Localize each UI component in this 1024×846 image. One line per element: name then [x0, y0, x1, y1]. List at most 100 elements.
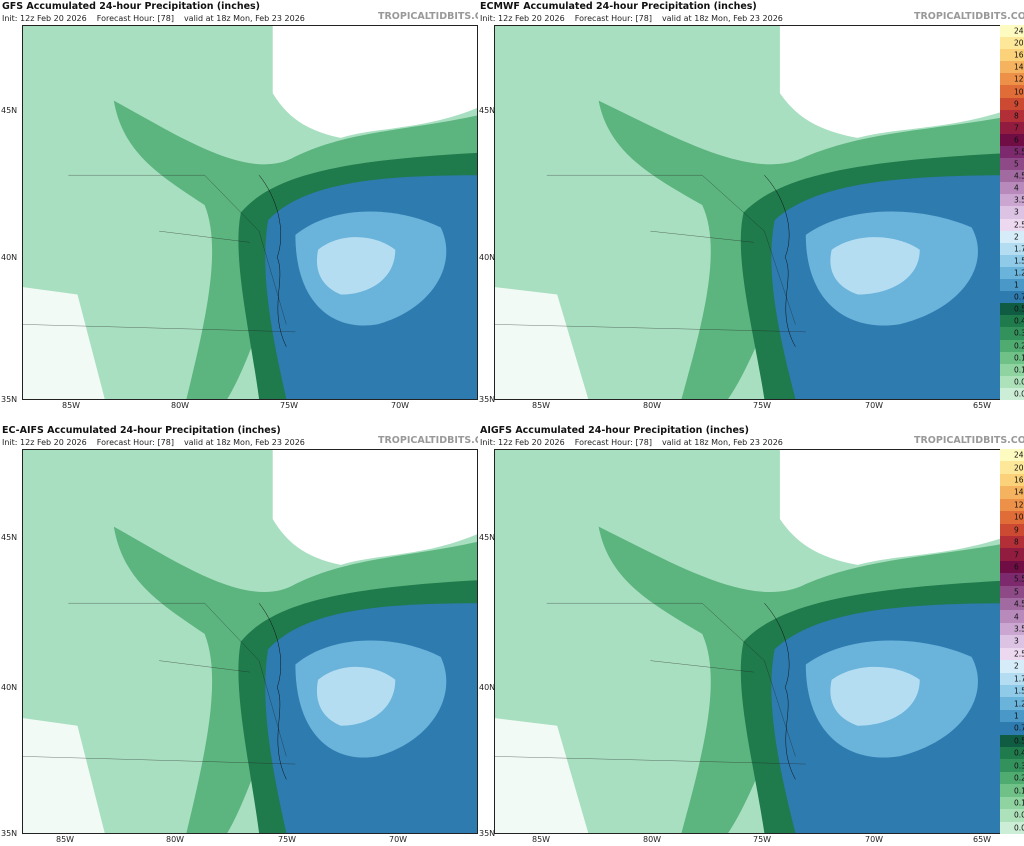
colorbar-label: 6	[1014, 562, 1019, 572]
init-time: Init: 12z Feb 20 2026	[480, 438, 565, 447]
lon-label: 65W	[973, 401, 992, 410]
colorbar-label: 14	[1014, 487, 1024, 497]
lon-label: 75W	[278, 835, 297, 844]
valid-time: valid at 18z Mon, Feb 23 2026	[183, 14, 305, 23]
colorbar-cell: 0.4	[1000, 747, 1024, 760]
panel-title: AIGFS Accumulated 24-hour Precipitation …	[480, 425, 749, 436]
init-time: Init: 12z Feb 20 2026	[480, 14, 565, 23]
run-info: Init: 12z Feb 20 2026 Forecast Hour: [78]…	[2, 438, 315, 447]
forecast-hour: Forecast Hour: [78]	[96, 14, 174, 23]
colorbar-cell: 1.25	[1000, 697, 1024, 710]
lon-label: 65W	[973, 835, 992, 844]
colorbar-cell: 0.01	[1000, 387, 1024, 400]
lon-label: 80W	[643, 835, 662, 844]
colorbar-label: 0.5	[1014, 304, 1024, 314]
lon-label: 85W	[56, 835, 75, 844]
colorbar-cell: 7	[1000, 121, 1024, 134]
init-time: Init: 12z Feb 20 2026	[2, 14, 87, 23]
lat-label: 35N	[479, 829, 496, 838]
colorbar-label: 0.75	[1014, 292, 1024, 302]
colorbar-cell: 16	[1000, 473, 1024, 487]
colorbar-label: 0.75	[1014, 723, 1024, 733]
colorbar-cell: 0.2	[1000, 771, 1024, 785]
colorbar-cell: 8	[1000, 535, 1024, 549]
colorbar-cell: 8	[1000, 109, 1024, 122]
model-panel: GFS Accumulated 24-hour Precipitation (i…	[0, 0, 478, 412]
colorbar-cell: 3	[1000, 206, 1024, 219]
lat-label: 45N	[1, 106, 18, 116]
colorbar-label: 10	[1014, 87, 1024, 97]
lat-label: 45N	[479, 106, 496, 116]
colorbar-label: 12	[1014, 500, 1024, 510]
colorbar-label: 1	[1014, 711, 1019, 721]
colorbar-label: 5.5	[1014, 147, 1024, 157]
map-area	[22, 25, 478, 400]
colorbar-label: 0.01	[1014, 389, 1024, 399]
colorbar-label: 2	[1014, 232, 1019, 242]
colorbar-cell: 14	[1000, 61, 1024, 74]
watermark: TROPICALTIDBITS.COM	[378, 11, 478, 22]
colorbar-label: 0.1	[1014, 365, 1024, 375]
map-area	[494, 25, 1014, 400]
colorbar-cell: 0.4	[1000, 315, 1024, 328]
colorbar-cell: 0.5	[1000, 303, 1024, 316]
lat-label: 35N	[1, 395, 18, 404]
valid-time: valid at 18z Mon, Feb 23 2026	[661, 438, 783, 447]
colorbar-cell: 5.5	[1000, 145, 1024, 159]
colorbar-cell: 0.1	[1000, 363, 1024, 376]
colorbar-label: 3	[1014, 207, 1019, 217]
colorbar-cell: 0.05	[1000, 375, 1024, 388]
colorbar-label: 0.3	[1014, 328, 1024, 338]
lon-label: 85W	[532, 835, 551, 844]
colorbar-label: 0.4	[1014, 316, 1024, 326]
colorbar-cell: 0.75	[1000, 291, 1024, 304]
lon-label: 75W	[753, 835, 772, 844]
panel-title: EC-AIFS Accumulated 24-hour Precipitatio…	[2, 425, 281, 436]
colorbar-label: 0.4	[1014, 748, 1024, 758]
colorbar-label: 3.5	[1014, 624, 1024, 634]
colorbar-label: 20	[1014, 38, 1024, 48]
colorbar-label: 1.75	[1014, 674, 1024, 684]
colorbar-label: 0.15	[1014, 353, 1024, 363]
colorbar-label: 7	[1014, 550, 1019, 560]
colorbar-label: 9	[1014, 99, 1019, 109]
colorbar-cell: 1.5	[1000, 684, 1024, 698]
colorbar-label: 0.5	[1014, 736, 1024, 746]
colorbar-cell: 0.15	[1000, 351, 1024, 364]
colorbar-label: 4	[1014, 612, 1019, 622]
colorbar: 24 20 16 14 12 10 9 8 7 6 5.5 5 4.5 4 3.5 3 2.5 2 1.75 1.5 1…	[1000, 25, 1024, 400]
lat-label: 40N	[479, 252, 496, 262]
colorbar-cell: 7	[1000, 548, 1024, 561]
lat-label: 40N	[1, 682, 18, 692]
colorbar-cell: 10	[1000, 511, 1024, 524]
colorbar-cell: 0.3	[1000, 759, 1024, 772]
colorbar-label: 1.25	[1014, 699, 1024, 709]
colorbar-cell: 6	[1000, 560, 1024, 574]
model-panel: ECMWF Accumulated 24-hour Precipitation …	[478, 0, 1024, 412]
colorbar-label: 9	[1014, 525, 1019, 535]
colorbar-label: 7	[1014, 123, 1019, 133]
colorbar-cell: 5.5	[1000, 573, 1024, 586]
colorbar-label: 5.5	[1014, 574, 1024, 584]
colorbar-label: 16	[1014, 475, 1024, 485]
colorbar-label: 4.5	[1014, 171, 1024, 181]
colorbar-cell: 0.1	[1000, 796, 1024, 810]
forecast-hour: Forecast Hour: [78]	[574, 14, 652, 23]
lon-label: 70W	[865, 835, 884, 844]
colorbar-label: 1	[1014, 280, 1019, 290]
colorbar-label: 3.5	[1014, 195, 1024, 205]
colorbar-label: 14	[1014, 62, 1024, 72]
lon-label: 70W	[865, 401, 884, 410]
colorbar-cell: 12	[1000, 73, 1024, 86]
forecast-hour: Forecast Hour: [78]	[96, 438, 174, 447]
lon-label: 70W	[391, 401, 410, 410]
colorbar-label: 0.05	[1014, 810, 1024, 820]
lon-label: 80W	[643, 401, 662, 410]
colorbar-label: 5	[1014, 587, 1019, 597]
lon-label: 75W	[280, 401, 299, 410]
colorbar-label: 5	[1014, 159, 1019, 169]
colorbar-cell: 3.5	[1000, 194, 1024, 207]
colorbar-cell: 2	[1000, 660, 1024, 673]
colorbar-label: 8	[1014, 537, 1019, 547]
